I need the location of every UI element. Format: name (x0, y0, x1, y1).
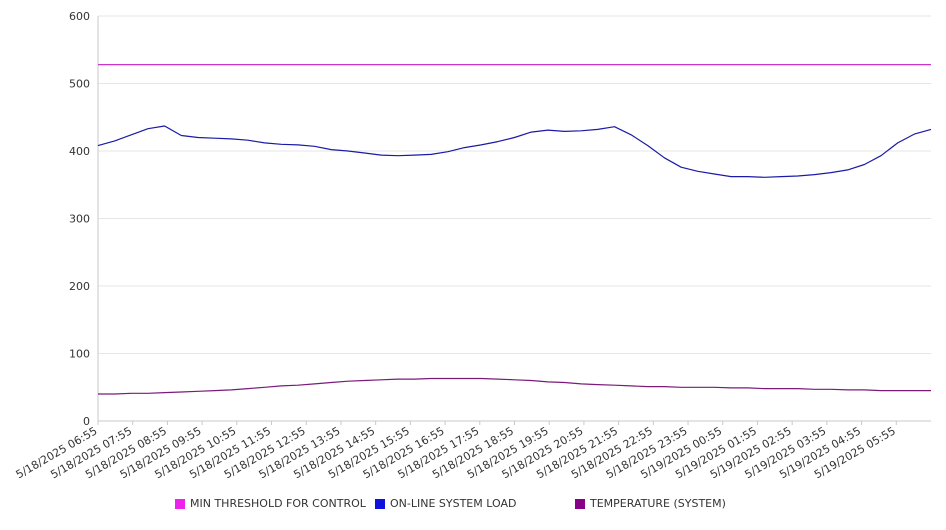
axes (97, 16, 931, 425)
grid-lines (98, 15, 931, 354)
legend-swatch-system-load (375, 498, 385, 509)
legend-item-system-load[interactable]: ON-LINE SYSTEM LOAD (375, 497, 516, 510)
y-tick-label: 100 (69, 348, 90, 361)
legend-swatch-temperature (575, 498, 585, 509)
legend-label-min-threshold: MIN THRESHOLD FOR CONTROL (190, 497, 366, 510)
series-line-2 (98, 377, 931, 395)
y-tick-label: 600 (69, 10, 90, 23)
legend-swatch-min-threshold (175, 498, 185, 509)
y-tick-label: 500 (69, 78, 90, 91)
series-line-1 (97, 125, 932, 178)
x-tick-labels: 5/18/2025 06:555/18/2025 07:555/18/2025 … (14, 424, 898, 481)
legend-item-min-threshold[interactable]: MIN THRESHOLD FOR CONTROL (175, 497, 366, 510)
y-tick-label: 0 (83, 415, 90, 428)
series-lines (97, 63, 932, 395)
legend-item-temperature[interactable]: TEMPERATURE (SYSTEM) (575, 497, 726, 510)
legend-label-system-load: ON-LINE SYSTEM LOAD (390, 497, 517, 510)
y-tick-labels: 0 100 200 300 400 500 600 (69, 10, 90, 428)
y-tick-label: 300 (69, 213, 90, 226)
y-tick-label: 200 (69, 280, 90, 293)
legend: MIN THRESHOLD FOR CONTROL ON-LINE SYSTEM… (0, 497, 946, 515)
legend-label-temperature: TEMPERATURE (SYSTEM) (590, 497, 726, 510)
y-tick-label: 400 (69, 145, 90, 158)
